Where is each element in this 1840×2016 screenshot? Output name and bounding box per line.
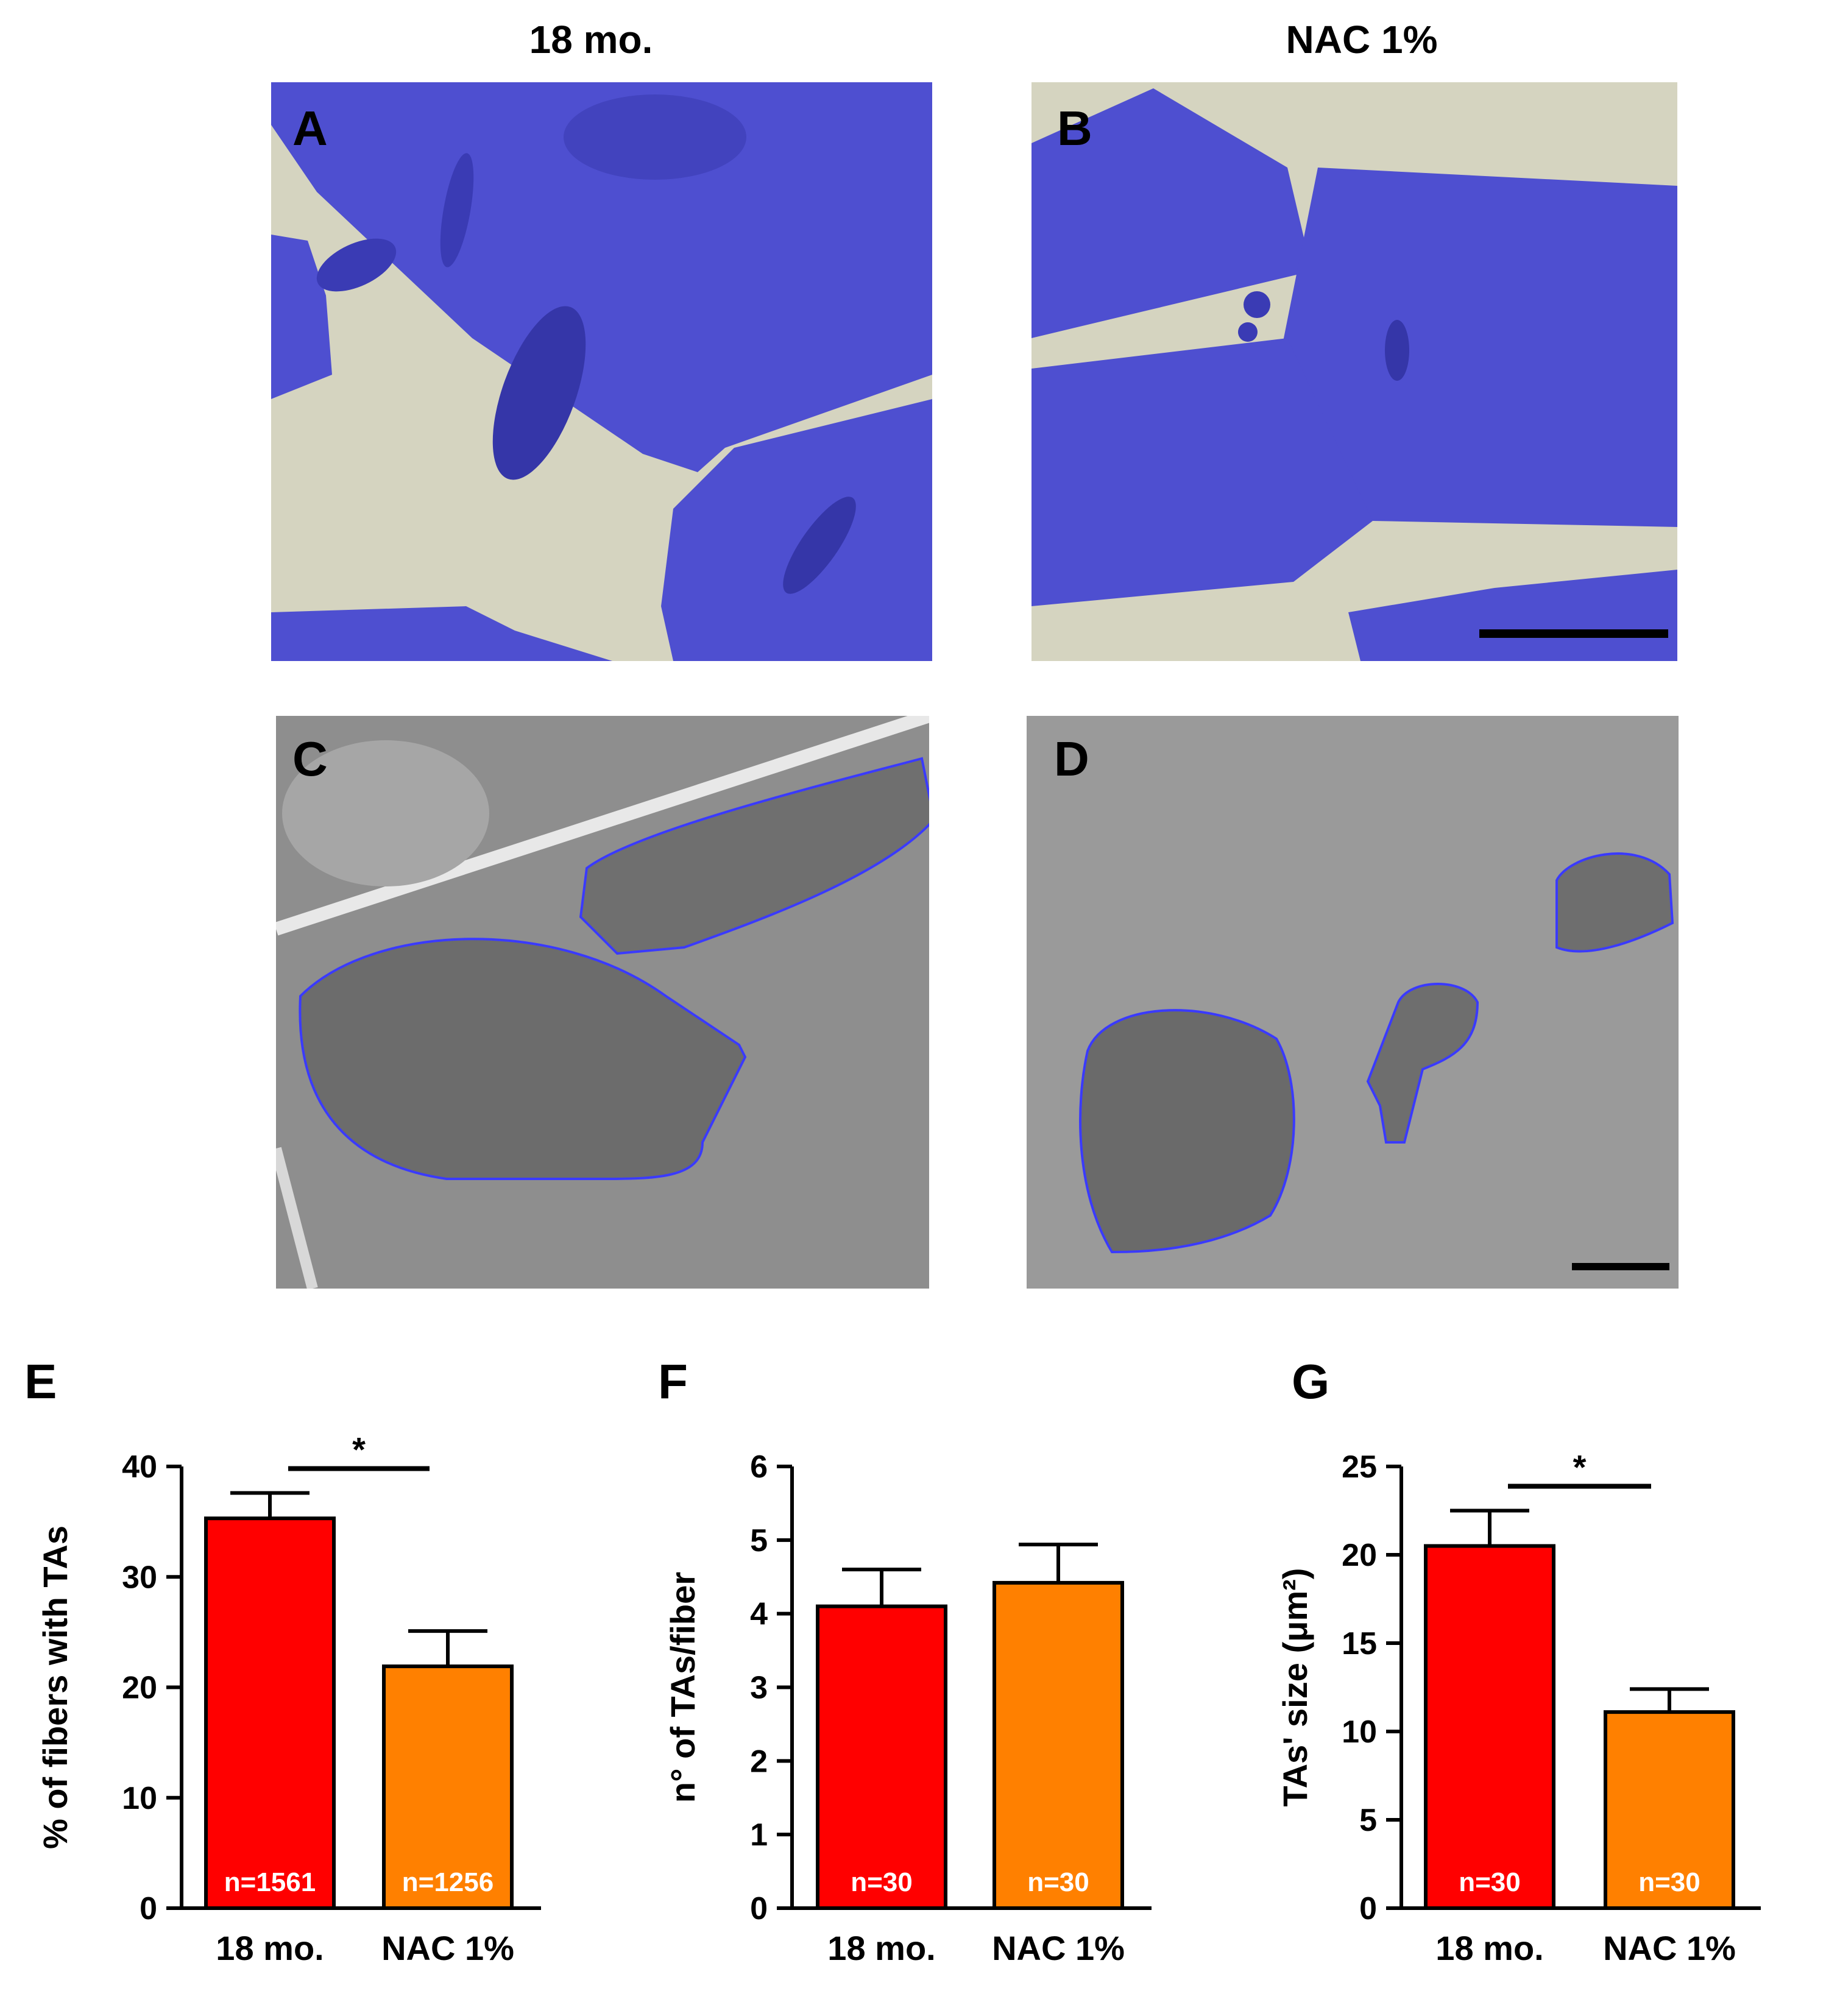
bar: [204, 1516, 336, 1910]
bar: [382, 1664, 514, 1910]
panel-c-em: [276, 716, 929, 1289]
y-axis-label: TAs' size (μm²): [1276, 1568, 1314, 1807]
panel-label-f: F: [658, 1354, 688, 1409]
y-axis-label: % of fibers with TAs: [36, 1526, 74, 1849]
panel-label-b: B: [1057, 101, 1092, 155]
y-tick-label: 15: [1342, 1626, 1377, 1661]
scale-bar: [1479, 629, 1668, 638]
bar-n-label: n=1256: [402, 1867, 494, 1897]
bar-n-label: n=30: [851, 1867, 913, 1897]
y-tick-label: 40: [122, 1449, 157, 1485]
y-tick-label: 10: [1342, 1714, 1377, 1750]
y-tick-label: 6: [750, 1449, 768, 1485]
y-tick-label: 30: [122, 1560, 157, 1595]
x-tick-label: NAC 1%: [381, 1929, 514, 1967]
x-tick-label: 18 mo.: [216, 1929, 324, 1967]
y-tick-label: 3: [750, 1671, 768, 1706]
panel-b-micrograph: [1031, 82, 1677, 661]
x-tick-label: NAC 1%: [992, 1929, 1125, 1967]
panel-label-a: A: [292, 101, 328, 155]
bar: [816, 1604, 947, 1910]
column-title-nac: NAC 1%: [1286, 18, 1438, 62]
y-tick-label: 10: [122, 1781, 157, 1816]
y-tick-label: 5: [1359, 1803, 1377, 1838]
y-tick-label: 25: [1342, 1449, 1377, 1485]
y-tick-label: 4: [750, 1597, 768, 1632]
significance-marker: *: [352, 1431, 366, 1469]
panel-label-g: G: [1292, 1354, 1329, 1409]
y-tick-label: 2: [750, 1744, 768, 1779]
bar-n-label: n=1561: [224, 1867, 316, 1897]
column-title-18mo: 18 mo.: [529, 18, 653, 62]
panel-a-micrograph: [271, 82, 932, 661]
y-tick-label: 20: [122, 1671, 157, 1706]
y-tick-label: 0: [1359, 1891, 1377, 1926]
x-tick-label: 18 mo.: [827, 1929, 935, 1967]
panel-label-d: D: [1054, 732, 1089, 786]
bar-n-label: n=30: [1027, 1867, 1089, 1897]
x-tick-label: 18 mo.: [1435, 1929, 1543, 1967]
significance-marker: *: [1573, 1448, 1587, 1487]
bar: [1424, 1544, 1555, 1910]
y-tick-label: 5: [750, 1523, 768, 1558]
panel-label-e: E: [24, 1354, 57, 1409]
y-tick-label: 1: [750, 1817, 768, 1853]
y-tick-label: 0: [750, 1891, 768, 1926]
bar: [993, 1580, 1124, 1911]
x-tick-label: NAC 1%: [1603, 1929, 1736, 1967]
y-axis-label: n° of TAs/fiber: [663, 1572, 702, 1803]
panel-label-c: C: [292, 732, 328, 786]
y-tick-label: 0: [140, 1891, 157, 1926]
bar-n-label: n=30: [1638, 1867, 1700, 1897]
scale-bar: [1572, 1263, 1669, 1270]
bar: [1604, 1710, 1735, 1911]
bar-n-label: n=30: [1459, 1867, 1521, 1897]
panel-d-em: [1027, 716, 1679, 1289]
y-tick-label: 20: [1342, 1538, 1377, 1573]
